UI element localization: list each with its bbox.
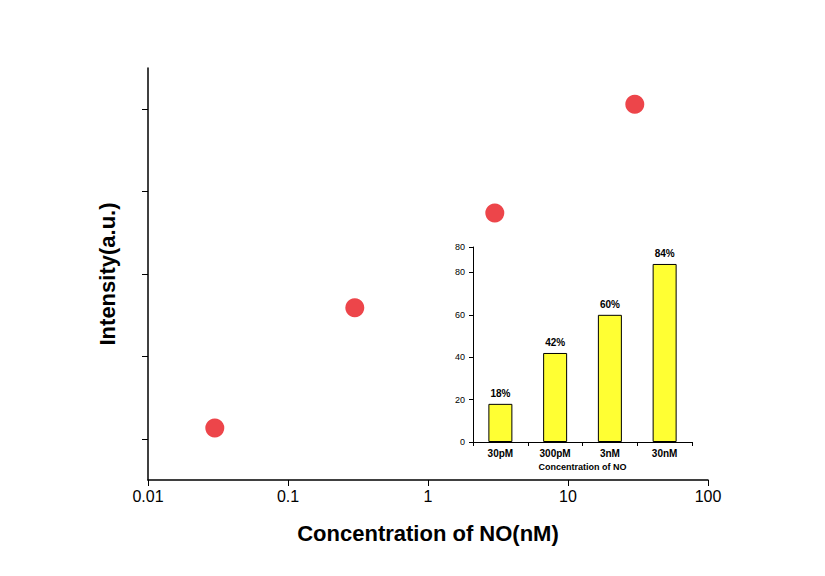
svg-text:1: 1: [424, 488, 433, 505]
svg-text:0.01: 0.01: [132, 488, 163, 505]
svg-text:60: 60: [455, 310, 465, 320]
svg-text:80: 80: [455, 242, 465, 252]
svg-text:300pM: 300pM: [540, 448, 571, 459]
svg-text:80: 80: [455, 267, 465, 277]
svg-text:30nM: 30nM: [652, 448, 678, 459]
svg-text:40: 40: [455, 352, 465, 362]
svg-text:30pM: 30pM: [488, 448, 514, 459]
svg-text:60%: 60%: [600, 299, 620, 310]
svg-text:Concentration of NO: Concentration of NO: [539, 462, 627, 472]
svg-text:0: 0: [460, 437, 465, 447]
svg-text:100: 100: [695, 488, 722, 505]
svg-text:Intensity(a.u.): Intensity(a.u.): [95, 202, 120, 345]
svg-text:42%: 42%: [545, 337, 565, 348]
svg-text:3nM: 3nM: [600, 448, 620, 459]
svg-text:84%: 84%: [655, 248, 675, 259]
svg-text:10: 10: [559, 488, 577, 505]
svg-text:18%: 18%: [490, 388, 510, 399]
svg-text:Concentration of NO(nM): Concentration of NO(nM): [297, 521, 559, 546]
svg-text:0.1: 0.1: [277, 488, 299, 505]
svg-text:20: 20: [455, 395, 465, 405]
